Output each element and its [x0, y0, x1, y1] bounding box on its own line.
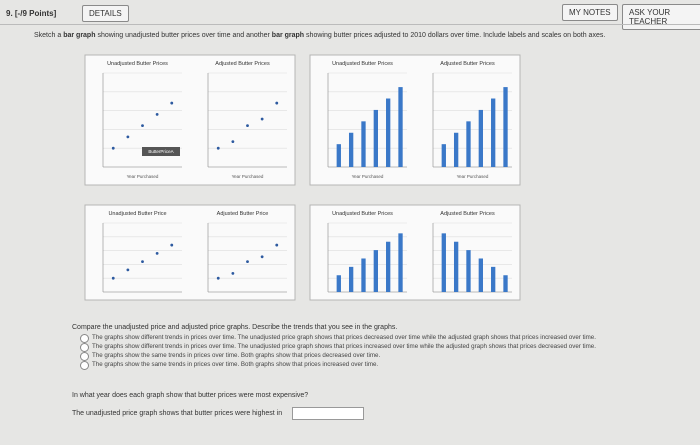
chart-title: Unadjusted Butter Prices	[332, 61, 393, 67]
thumbnail-dot	[170, 101, 174, 105]
chart-title: Unadjusted Butter Prices	[332, 211, 393, 217]
thumbnail-bar	[398, 87, 403, 167]
legend-label: ButterPriceA	[148, 149, 173, 154]
chart-title: Unadjusted Butter Price	[108, 211, 166, 217]
panel	[84, 204, 296, 301]
thumbnail-bar	[348, 132, 354, 167]
year-input[interactable]	[292, 407, 364, 420]
thumbnail-bar	[441, 233, 446, 292]
compare-question: Compare the unadjusted price and adjuste…	[72, 324, 398, 331]
thumbnail-dot	[231, 271, 235, 275]
option-text[interactable]: The graphs show the same trends in price…	[92, 352, 381, 359]
x-axis-label: Year Purchased	[457, 174, 489, 179]
thumbnail-bar	[503, 275, 508, 292]
thumbnail-dot	[155, 112, 159, 116]
thumbnail-dot	[260, 117, 264, 121]
thumbnail-bar	[386, 241, 391, 292]
thumbnail-bar	[453, 241, 459, 292]
legend-box	[142, 147, 180, 156]
prompt: Sketch a bar graph showing unadjusted bu…	[34, 32, 605, 39]
panel	[309, 204, 521, 301]
panel	[309, 54, 521, 186]
thumbnail-bar	[491, 266, 496, 292]
option-text[interactable]: The graphs show different trends in pric…	[92, 343, 596, 350]
radio-button[interactable]	[80, 334, 89, 343]
chart-title: Adjusted Butter Price	[217, 211, 269, 217]
thumbnail-bar	[453, 132, 459, 167]
thumbnail-dot	[170, 243, 174, 247]
prompt-text: showing butter prices adjusted to 2010 d…	[306, 32, 606, 39]
thumbnail-bar	[503, 87, 508, 167]
year-question: In what year does each graph show that b…	[72, 392, 309, 399]
option-text[interactable]: The graphs show the same trends in price…	[92, 361, 379, 368]
question-number: 9. [-/9 Points]	[6, 9, 57, 18]
thumbnail-dot	[141, 124, 144, 128]
answer-graphs: Unadjusted Butter Prices Year Purchased Bu…	[84, 54, 521, 301]
thumbnail-bar	[466, 250, 471, 292]
thumbnail-bar	[478, 258, 483, 292]
thumbnail-dot	[216, 146, 220, 150]
prompt-text: Sketch a	[34, 32, 62, 39]
thumbnail-dot	[111, 146, 115, 150]
radio-button[interactable]	[80, 343, 89, 352]
thumbnail-bar	[491, 98, 496, 167]
thumbnail-bar	[441, 144, 446, 167]
thumbnail-dot	[126, 268, 130, 272]
thumbnail-dot	[231, 140, 235, 144]
thumbnail-dot	[275, 101, 279, 105]
prompt-bold: bar graph	[271, 32, 305, 39]
thumbnail-dot	[155, 251, 159, 255]
thumbnail-dot	[111, 276, 115, 280]
thumbnail-bar	[373, 109, 378, 167]
thumbnail-dot	[246, 260, 249, 264]
prompt-text: showing unadjusted butter prices over ti…	[97, 32, 270, 39]
ask-teacher-button[interactable]: ASK YOUR TEACHER	[622, 4, 700, 30]
radio-button[interactable]	[80, 361, 89, 370]
thumbnail-bar	[373, 250, 378, 292]
chart-title: Adjusted Butter Prices	[215, 61, 270, 67]
x-axis-label: Year Purchased	[127, 174, 159, 179]
year-answer-lead: The unadjusted price graph shows that bu…	[72, 410, 283, 417]
divider	[0, 24, 700, 25]
radio-button[interactable]	[80, 352, 89, 361]
thumbnail-dot	[216, 276, 220, 280]
thumbnail-bar	[466, 121, 471, 167]
my-notes-button[interactable]: MY NOTES	[562, 4, 618, 21]
chart-title: Adjusted Butter Prices	[440, 61, 495, 67]
thumbnail-bar	[336, 275, 341, 292]
thumbnail-dot	[246, 124, 249, 128]
thumbnail-bar	[361, 121, 366, 167]
thumbnail-dot	[141, 260, 144, 264]
chart-title: Adjusted Butter Prices	[440, 211, 495, 217]
panel	[84, 54, 296, 186]
details-button[interactable]: DETAILS	[82, 5, 129, 22]
x-axis-label: Year Purchased	[352, 174, 384, 179]
option-text[interactable]: The graphs show different trends in pric…	[92, 334, 596, 341]
thumbnail-bar	[398, 233, 403, 292]
thumbnail-bar	[348, 266, 354, 292]
thumbnail-bar	[336, 144, 341, 167]
thumbnail-dot	[275, 243, 279, 247]
thumbnail-bar	[478, 109, 483, 167]
chart-title: Unadjusted Butter Prices	[107, 61, 168, 67]
thumbnail-dot	[126, 135, 130, 139]
thumbnail-bar	[361, 258, 366, 292]
prompt-bold: bar graph	[63, 32, 96, 39]
thumbnail-bar	[386, 98, 391, 167]
thumbnail-dot	[260, 255, 264, 259]
x-axis-label: Year Purchased	[232, 174, 264, 179]
